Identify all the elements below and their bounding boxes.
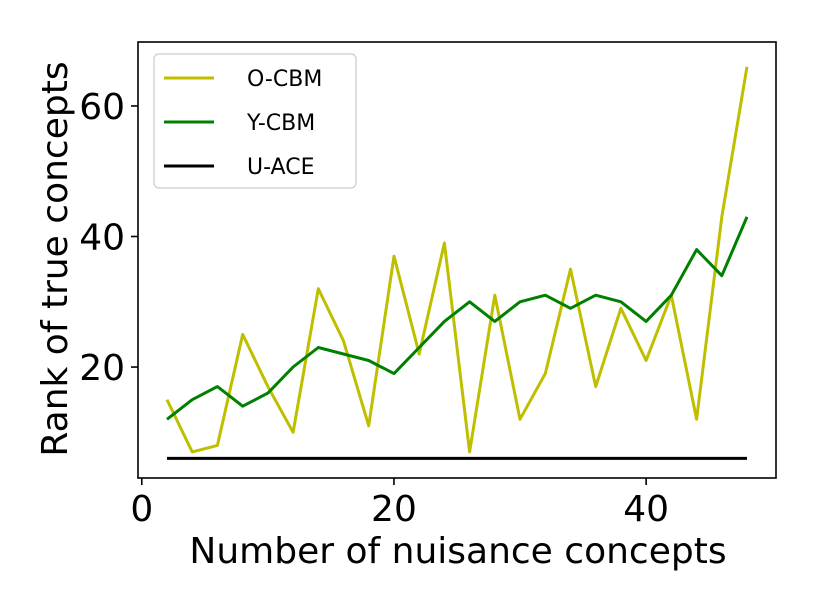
legend-label-y-cbm: Y-CBM — [246, 111, 315, 136]
series-line-o-cbm — [165, 66, 749, 454]
plot-frame — [137, 41, 777, 479]
plot-area — [165, 66, 749, 460]
y-tick-label: 20 — [79, 348, 125, 389]
y-tick-label: 60 — [79, 87, 125, 128]
x-tick-label: 40 — [623, 489, 669, 530]
legend-label-o-cbm: O-CBM — [247, 67, 322, 92]
legend-box — [153, 53, 357, 189]
legend: O-CBM Y-CBM U-ACE — [153, 53, 357, 189]
legend-label-u-ace: U-ACE — [247, 155, 314, 180]
x-tick-label: 0 — [130, 489, 153, 530]
x-tick-label: 20 — [371, 489, 417, 530]
axes: 0 20 40 20 40 60 — [79, 41, 777, 530]
x-axis-title: Number of nuisance concepts — [189, 531, 726, 572]
y-tick-label: 40 — [79, 218, 125, 259]
series-line-y-cbm — [166, 216, 749, 421]
y-axis-title: Rank of true concepts — [35, 61, 76, 456]
